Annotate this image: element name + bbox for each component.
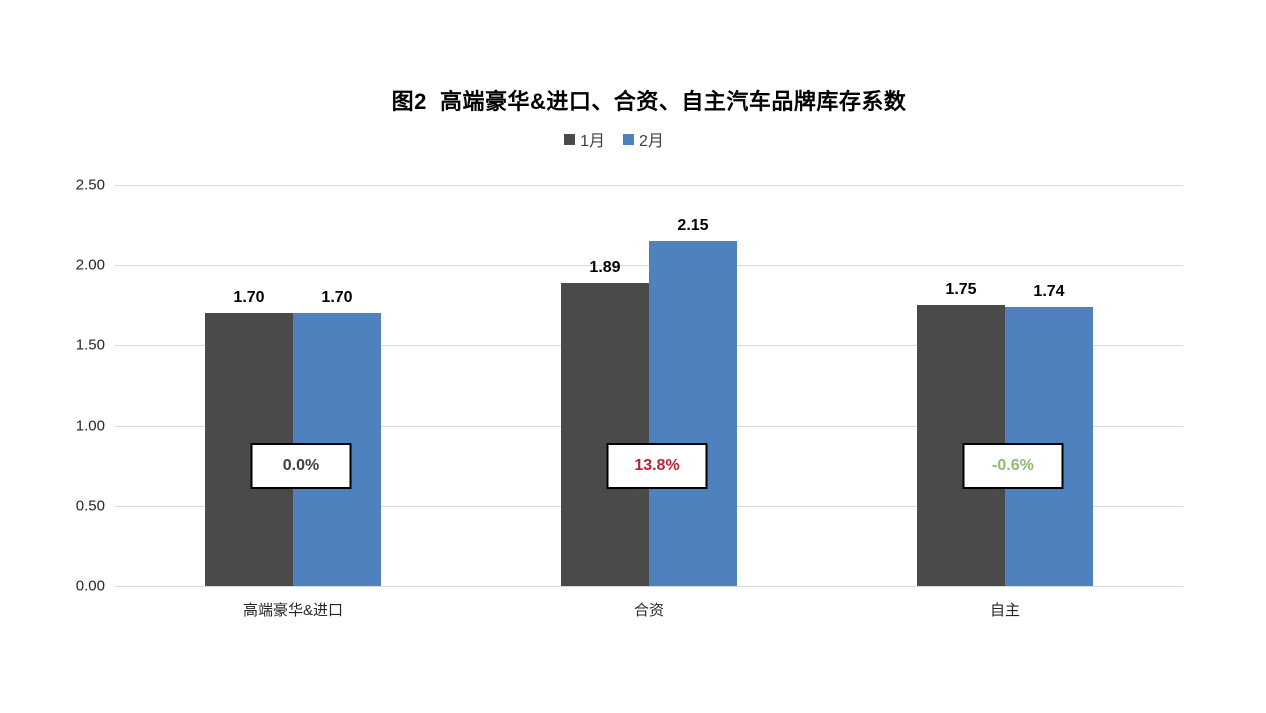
bar-value-label: 1.70 <box>321 289 353 307</box>
bar-2月-合资 <box>649 241 737 586</box>
percent-change-box: 0.0% <box>250 442 352 489</box>
legend-item-1月: 1月 <box>564 127 605 151</box>
x-axis-category-label: 高端豪华&进口 <box>242 602 343 619</box>
bar-value-label: 2.15 <box>677 217 709 235</box>
bar-pair: 1.70 1.70 <box>115 185 471 586</box>
y-axis-tick-label: 1.50 <box>75 336 105 354</box>
bar-pair: 1.89 2.15 <box>471 185 827 586</box>
bar-value-label: 1.89 <box>589 258 621 276</box>
bar-group-合资: 1.89 2.15 13.8% 合资 <box>471 185 827 619</box>
percent-change-box: 13.8% <box>606 442 708 489</box>
legend-swatch-icon <box>564 133 576 145</box>
bar-wrap: 1.70 <box>205 289 293 586</box>
y-axis-tick-label: 0.00 <box>75 577 105 595</box>
bar-wrap: 1.74 <box>1005 283 1093 586</box>
bar-wrap: 1.75 <box>917 281 1005 586</box>
y-axis-tick-label: 2.00 <box>75 256 105 274</box>
bar-1月-合资 <box>561 282 649 586</box>
x-axis-category-label: 自主 <box>989 602 1020 619</box>
bar-pair: 1.75 1.74 <box>827 185 1183 586</box>
gridline <box>115 586 1183 587</box>
legend-label: 1月 <box>580 133 605 150</box>
legend-item-2月: 2月 <box>623 127 664 151</box>
y-axis-labels: 2.50 2.00 1.50 1.00 0.50 0.00 <box>40 177 105 595</box>
bar-wrap: 1.70 <box>293 289 381 586</box>
bar-group-高端豪华&进口: 1.70 1.70 0.0% 高端豪华&进口 <box>115 185 471 619</box>
bar-group-自主: 1.75 1.74 -0.6% 自主 <box>827 185 1183 619</box>
legend-label: 2月 <box>639 133 664 150</box>
bar-value-label: 1.75 <box>945 281 977 299</box>
y-axis-tick-label: 2.50 <box>75 176 105 194</box>
legend-swatch-icon <box>623 133 634 145</box>
chart-title: 图2 高端豪华&进口、合资、自主汽车品牌库存系数 <box>391 89 907 114</box>
plot-area: 1.70 1.70 0.0% 高端豪华&进口 1.89 2.15 13.8% 合资 1.75 1.… <box>115 185 1183 619</box>
gridline <box>115 185 1183 186</box>
y-axis-tick-label: 1.00 <box>75 417 105 435</box>
bar-wrap: 2.15 <box>649 217 737 586</box>
bar-value-label: 1.70 <box>233 289 265 307</box>
bar-wrap: 1.89 <box>561 259 649 586</box>
bar-value-label: 1.74 <box>1033 282 1065 300</box>
percent-change-box: -0.6% <box>962 442 1064 489</box>
x-axis-category-label: 合资 <box>633 602 664 619</box>
legend: 1月 2月 <box>115 127 1183 151</box>
y-axis-tick-label: 0.50 <box>75 497 105 515</box>
